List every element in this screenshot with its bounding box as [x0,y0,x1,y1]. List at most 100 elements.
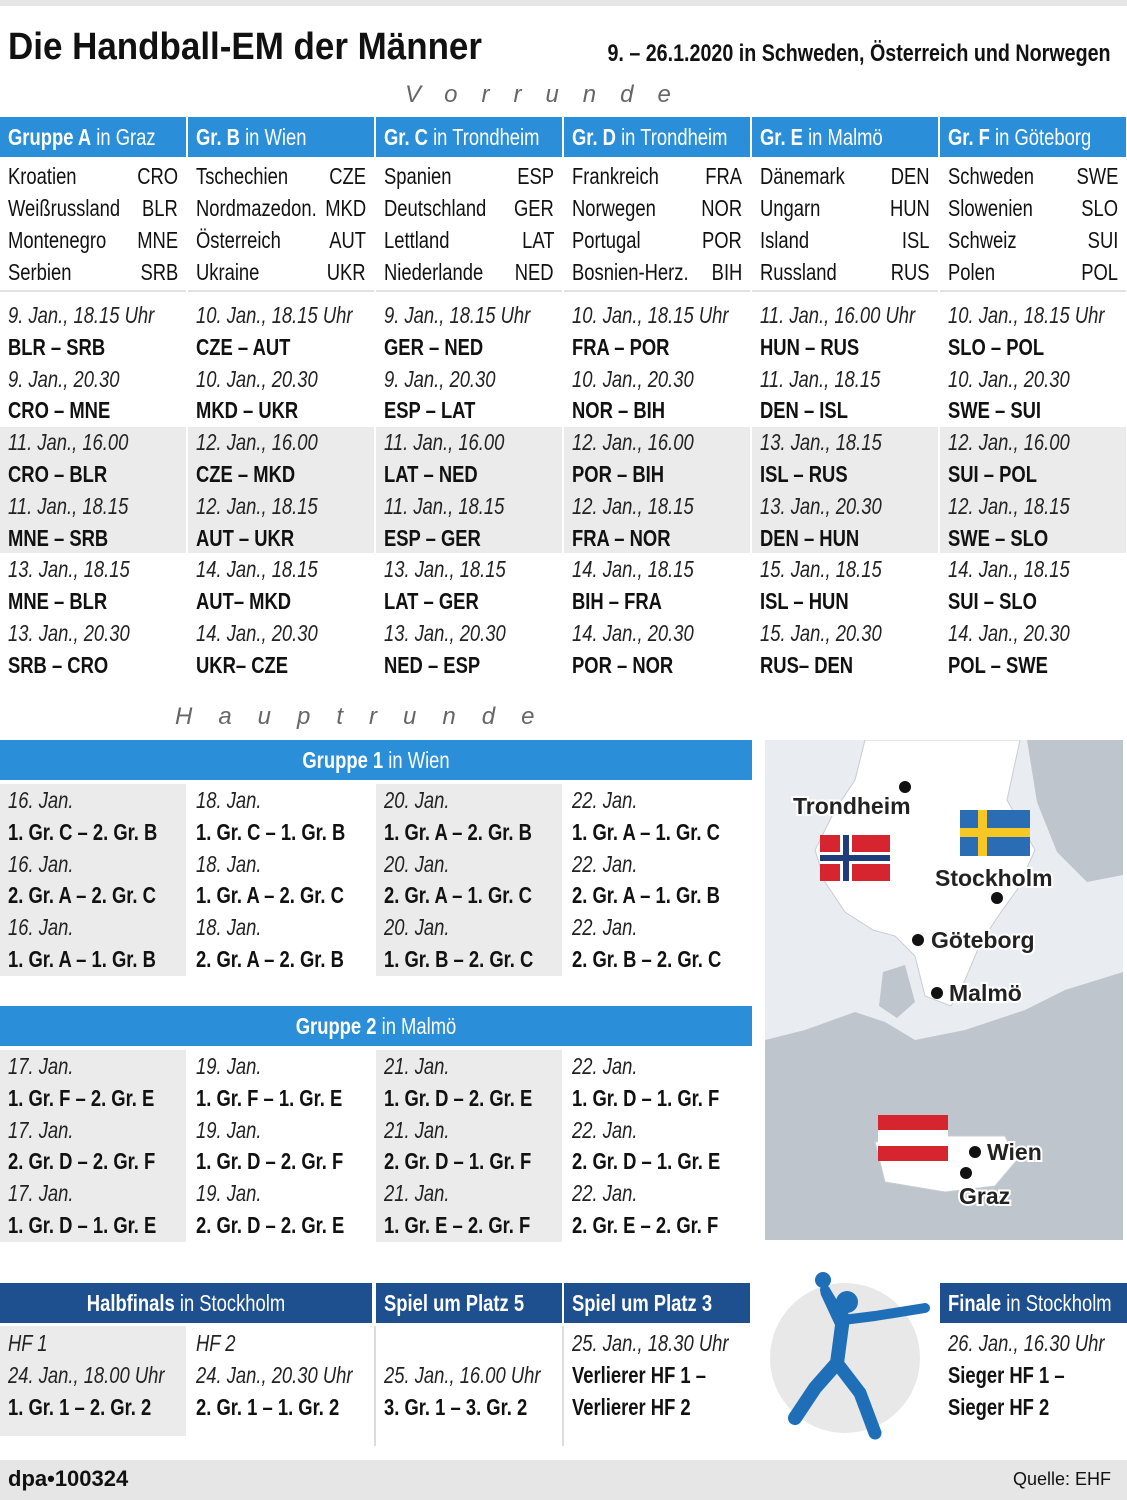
match-pairing: 2. Gr. D – 1. Gr. F [384,1148,532,1175]
match-pairing: 1. Gr. D – 2. Gr. F [196,1148,344,1175]
header-text: Spiel um Platz 5 [384,1289,524,1317]
group-header [940,117,1126,157]
header-name: Gr. B [196,124,240,150]
team-name: Norwegen [572,195,656,221]
match-date: 17. Jan. [8,1116,74,1143]
match-pairing: RUS– DEN [760,651,854,678]
header-name: Gruppe 1 [302,747,384,773]
header-text: Gr. B in Wien [196,123,306,151]
team-name: Serbien [8,259,72,285]
match-pairing: 1. Gr. B – 2. Gr. C [384,946,534,972]
city-label: Wien [987,1139,1042,1165]
match-date: 14. Jan., 18.15 [948,556,1070,583]
match-pairing: CRO – MNE [8,397,111,424]
match-pairing: LAT – NED [384,461,478,487]
match-date: 11. Jan., 18.15 [760,365,881,392]
flag-norway [820,835,890,881]
team-code: AUT [329,227,366,253]
team-name: Schweiz [948,227,1017,253]
match-pairing: Sieger HF 2 [948,1393,1050,1420]
row-band [564,427,750,553]
match-pairing: 2. Gr. D – 2. Gr. F [8,1148,156,1175]
team-name: Dänemark [760,163,845,189]
match-date: 12. Jan., 18.15 [572,492,694,519]
team-name: Portugal [572,227,641,253]
team-name: Österreich [196,227,281,253]
divider [376,290,562,292]
city-label: Trondheim [793,793,911,819]
team-code: SWE [1076,163,1118,189]
header-name: Gr. D [572,124,616,150]
team-code: BIH [711,259,742,285]
team-name: Deutschland [384,195,487,221]
match-pairing: NED – ESP [384,651,481,678]
team-code: NED [515,259,554,285]
team-code: RUS [891,259,930,285]
team-name: Slowenien [948,195,1033,221]
column-band [0,1326,186,1436]
match-pairing: 1. Gr. C – 1. Gr. B [196,818,346,845]
team-code: CZE [329,163,366,189]
match-date: 21. Jan. [384,1053,450,1079]
match-pairing: 1. Gr. D – 1. Gr. E [8,1212,157,1238]
match-date: 19. Jan. [196,1053,262,1079]
team-code: DEN [891,163,930,189]
header-venue: in Graz [96,124,156,150]
match-date: 24. Jan., 18.00 Uhr [8,1361,165,1388]
divider [940,290,1126,292]
match-date: 16. Jan. [8,850,74,877]
team-name: Schweden [948,163,1034,189]
match-pairing: DEN – ISL [760,397,848,424]
match-date: 10. Jan., 20.30 [948,365,1070,392]
match-pairing: 2. Gr. A – 2. Gr. C [8,882,156,909]
divider [188,290,374,292]
header-venue: in Malmö [381,1013,457,1039]
team-code: SRB [140,259,178,285]
group-header [752,117,938,157]
game-label: HF 2 [196,1330,236,1356]
match-pairing: 1. Gr. D – 1. Gr. F [572,1084,720,1111]
header-text: Spiel um Platz 3 [572,1289,712,1317]
match-date: 10. Jan., 18.15 Uhr [948,302,1105,328]
match-pairing: Verlierer HF 2 [572,1393,691,1420]
team-code: MKD [325,195,366,221]
team-name: Bosnien-Herz. [572,259,689,285]
match-pairing: 2. Gr. D – 2. Gr. E [196,1212,345,1238]
match-date: 10. Jan., 20.30 [196,365,318,392]
team-name: Ukraine [196,259,260,285]
match-pairing: FRA – POR [572,333,670,360]
team-code: MNE [137,227,178,253]
match-date: 11. Jan., 16.00 [8,429,129,456]
match-date: 15. Jan., 18.15 [760,556,882,583]
match-pairing: 2. Gr. A – 1. Gr. C [384,882,532,909]
header-name: Gruppe A [8,124,92,150]
match-pairing: 1. Gr. F – 1. Gr. E [196,1084,343,1111]
match-date: 12. Jan., 18.15 [948,492,1070,519]
match-date: 25. Jan., 16.00 Uhr [384,1361,541,1388]
match-pairing: 2. Gr. A – 1. Gr. B [572,882,720,909]
match-pairing: POR – BIH [572,461,665,487]
team-name: Montenegro [8,227,107,253]
match-pairing: SLO – POL [948,333,1045,360]
match-date: 22. Jan. [572,1053,638,1079]
match-date: 13. Jan., 18.15 [384,556,506,583]
match-pairing: SWE – SUI [948,397,1042,424]
match-pairing: LAT – GER [384,588,479,615]
match-pairing: POL – SWE [948,651,1048,678]
group-header [376,1283,562,1323]
team-code: LAT [521,227,554,253]
header-text: Gruppe 1 in Wien [302,746,449,774]
match-pairing: FRA – NOR [572,524,671,551]
flag-austria [878,1115,948,1161]
match-pairing: ISL – HUN [760,588,849,615]
match-date: 9. Jan., 18.15 Uhr [384,302,531,328]
header-venue: in Wien [245,124,307,150]
match-date: 14. Jan., 20.30 [572,620,694,646]
team-name: Frankreich [572,163,659,189]
group-header [376,117,562,157]
match-pairing: HUN – RUS [760,333,860,360]
column-band [0,1050,186,1242]
team-name: Spanien [384,163,452,189]
header-name: Gr. C [384,124,428,150]
team-code: GER [514,195,554,221]
